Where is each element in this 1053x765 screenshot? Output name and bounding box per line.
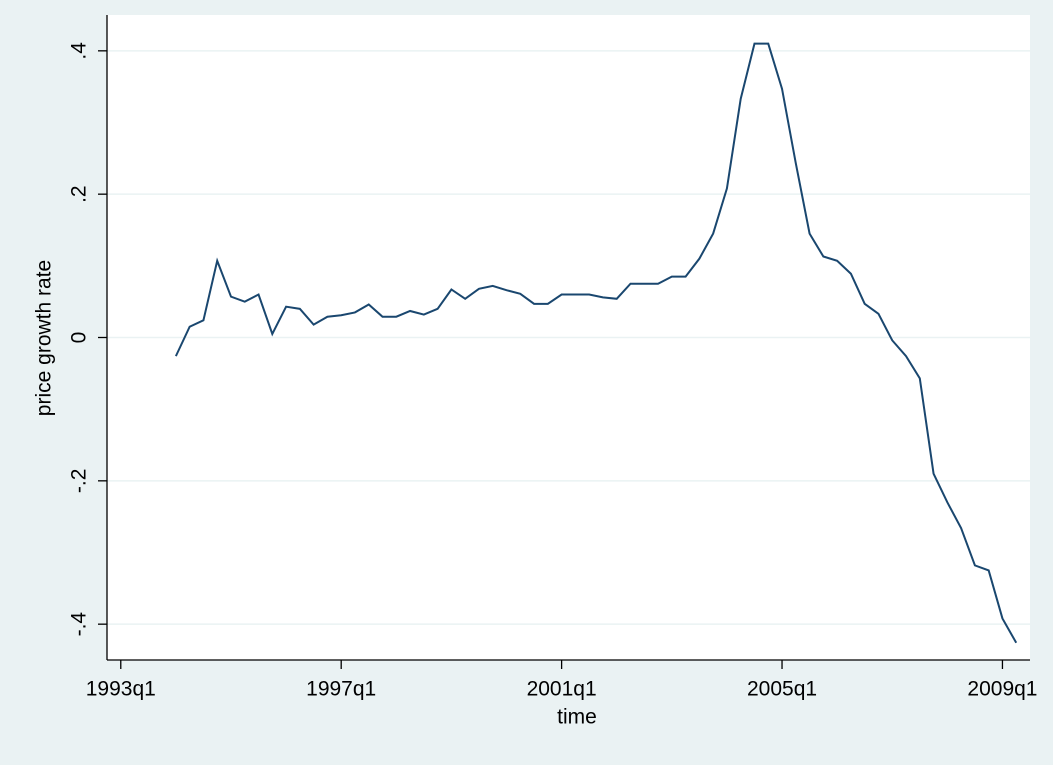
- x-tick-label: 2009q1: [967, 678, 1037, 701]
- x-tick-label: 2001q1: [527, 678, 597, 701]
- x-tick-label: 1993q1: [86, 678, 156, 701]
- y-tick-label: 0: [68, 332, 91, 344]
- x-tick-label: 2005q1: [747, 678, 817, 701]
- x-axis-label: time: [557, 706, 597, 729]
- y-tick-label: -.2: [68, 469, 91, 494]
- data-line: [174, 42, 1018, 644]
- y-tick-label: -.4: [68, 612, 91, 637]
- y-tick-label: .4: [68, 42, 91, 60]
- y-tick-label: .2: [68, 185, 91, 203]
- y-axis-label: price growth rate: [33, 260, 56, 416]
- x-tick-label: 1997q1: [306, 678, 376, 701]
